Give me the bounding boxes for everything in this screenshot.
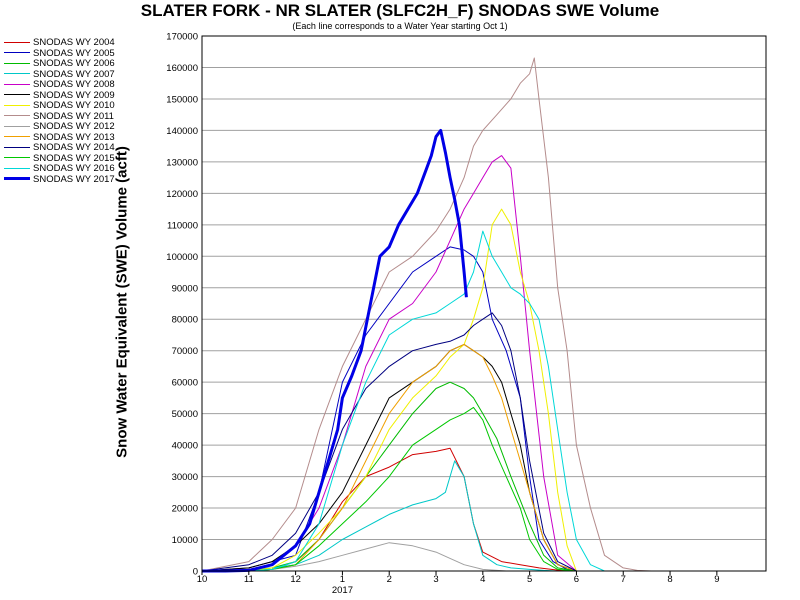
y-tick-label: 0 (193, 567, 198, 578)
legend-swatch (4, 157, 30, 159)
series-line (202, 128, 468, 573)
y-tick-label: 70000 (172, 346, 198, 357)
legend-label: SNODAS WY 2011 (33, 110, 114, 122)
legend-swatch (4, 115, 30, 117)
legend-label: SNODAS WY 2008 (33, 79, 115, 90)
legend-swatch (4, 125, 30, 127)
x-tick-label: 8 (667, 574, 672, 585)
legend-item: SNODAS WY 2006 (4, 58, 115, 70)
y-tick-label: 140000 (166, 126, 198, 137)
series-line (202, 542, 553, 572)
y-tick-label: 20000 (172, 504, 198, 515)
y-tick-label: 40000 (172, 441, 198, 452)
x-tick-label: 3 (433, 574, 438, 585)
series-line (202, 381, 577, 572)
legend-item: SNODAS WY 2014 (4, 142, 115, 154)
y-tick-label: 130000 (166, 157, 198, 168)
y-tick-label: 80000 (172, 315, 198, 326)
legend-item: SNODAS WY 2015 (4, 152, 115, 165)
y-tick-label: 160000 (166, 63, 198, 74)
legend-swatch (4, 177, 30, 181)
legend-swatch (4, 41, 30, 43)
legend-label: SNODAS WY 2013 (33, 131, 115, 143)
x-tick-label: 10 (197, 574, 208, 585)
legend-item: SNODAS WY 2004 (4, 37, 115, 49)
series-line (202, 208, 577, 572)
legend-label: SNODAS WY 2004 (33, 37, 115, 48)
legend-item: SNODAS WY 2010 (4, 100, 115, 112)
legend-label: SNODAS WY 2014 (33, 142, 115, 153)
y-tick-labels: 0 10000 20000 30000 40000 50000 60000 70000 8000… (166, 32, 198, 578)
x-tick-label: 2 (387, 574, 392, 585)
x-tick-label: 12 (290, 574, 301, 585)
legend-label: SNODAS WY 2015 (33, 152, 115, 164)
y-tick-label: 110000 (167, 220, 198, 231)
chart-title: SLATER FORK - NR SLATER (SLFC2H_F) SNODA… (140, 1, 660, 20)
legend-swatch (4, 52, 30, 54)
legend-item: SNODAS WY 2013 (4, 131, 115, 144)
x-tick-label: 7 (621, 574, 626, 585)
legend-item: SNODAS WY 2016 (4, 163, 115, 175)
legend-item: SNODAS WY 2011 (4, 110, 115, 123)
series-line (201, 343, 577, 572)
legend-item: SNODAS WY 2009 (4, 89, 115, 102)
legend-swatch (4, 146, 30, 148)
legend-swatch (4, 83, 30, 85)
legend-label: SNODAS WY 2005 (33, 47, 115, 59)
series-line (201, 246, 577, 572)
legend-label: SNODAS WY 2010 (33, 100, 115, 111)
series-lines (201, 57, 652, 573)
legend-label: SNODAS WY 2007 (33, 68, 115, 80)
series-line (201, 312, 577, 572)
legend-label: SNODAS WY 2006 (33, 58, 115, 69)
series-line (202, 343, 577, 572)
legend-label: SNODAS WY 2017 (33, 173, 115, 185)
y-tick-label: 50000 (172, 409, 198, 420)
chart-legend: SNODAS WY 2004 SNODAS WY 2005 SNODAS WY 20… (4, 37, 115, 186)
series-line (202, 230, 605, 572)
legend-item: SNODAS WY 2008 (4, 79, 115, 91)
x-tick-label: 11 (244, 574, 254, 585)
series-line (201, 460, 577, 572)
legend-swatch (4, 136, 30, 138)
x-tick-label: 5 (527, 574, 532, 585)
chart-subtitle: (Each line corresponds to a Water Year s… (292, 21, 508, 31)
x-tick-label: 4 (480, 574, 485, 585)
x-tick-label: 6 (574, 574, 579, 585)
series-line (202, 406, 577, 572)
series-line (201, 57, 652, 572)
gridlines (202, 35, 766, 572)
y-tick-label: 10000 (172, 535, 198, 546)
legend-swatch (4, 167, 30, 169)
legend-swatch (4, 104, 30, 106)
legend-swatch (4, 73, 30, 75)
legend-item: SNODAS WY 2007 (4, 68, 115, 81)
x-tick-label: 1 (340, 574, 345, 585)
y-tick-label: 90000 (172, 283, 198, 294)
y-tick-label: 100000 (166, 252, 198, 263)
x-tick-label: 9 (714, 574, 719, 585)
y-tick-label: 150000 (166, 94, 198, 105)
x-year-label: 2017 (332, 585, 353, 596)
legend-label: SNODAS WY 2009 (33, 89, 115, 101)
legend-item: SNODAS WY 2012 (4, 121, 115, 133)
legend-swatch (4, 62, 30, 64)
legend-item: SNODAS WY 2005 (4, 47, 115, 60)
y-tick-label: 30000 (172, 472, 198, 483)
y-tick-label: 170000 (166, 32, 198, 43)
y-tick-label: 120000 (166, 189, 198, 200)
legend-label: SNODAS WY 2012 (33, 121, 115, 132)
legend-item: SNODAS WY 2017 (4, 173, 115, 186)
legend-label: SNODAS WY 2016 (33, 163, 115, 174)
legend-swatch (4, 94, 30, 96)
y-tick-label: 60000 (172, 378, 198, 389)
plot-frame (201, 35, 767, 572)
